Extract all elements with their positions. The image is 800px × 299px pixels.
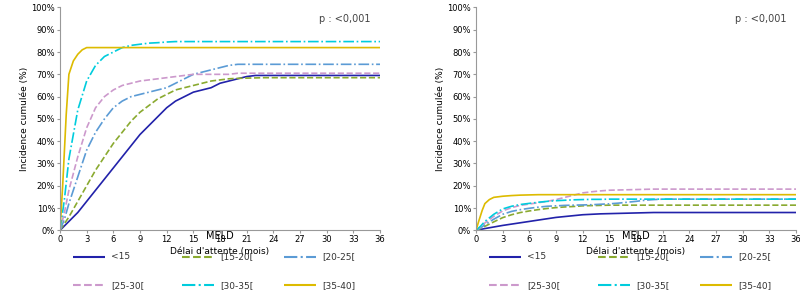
Text: [15-20[: [15-20[ xyxy=(220,252,253,261)
Text: [15-20[: [15-20[ xyxy=(636,252,669,261)
X-axis label: Délai d'attente (mois): Délai d'attente (mois) xyxy=(586,247,686,256)
Text: [30-35[: [30-35[ xyxy=(220,281,254,290)
Text: MELD: MELD xyxy=(622,231,650,241)
Text: [25-30[: [25-30[ xyxy=(111,281,144,290)
Text: [20-25[: [20-25[ xyxy=(322,252,355,261)
Text: <15: <15 xyxy=(527,252,546,261)
Text: p : <0,001: p : <0,001 xyxy=(319,14,370,24)
Text: <15: <15 xyxy=(111,252,130,261)
Y-axis label: Incidence cumulée (%): Incidence cumulée (%) xyxy=(20,67,29,171)
Text: p : <0,001: p : <0,001 xyxy=(735,14,786,24)
Text: [35-40]: [35-40] xyxy=(738,281,771,290)
Text: [20-25[: [20-25[ xyxy=(738,252,771,261)
X-axis label: Délai d'attente (mois): Délai d'attente (mois) xyxy=(170,247,270,256)
Y-axis label: Incidence cumulée (%): Incidence cumulée (%) xyxy=(436,67,445,171)
Text: MELD: MELD xyxy=(206,231,234,241)
Text: [35-40]: [35-40] xyxy=(322,281,355,290)
Text: [30-35[: [30-35[ xyxy=(636,281,670,290)
Text: [25-30[: [25-30[ xyxy=(527,281,560,290)
